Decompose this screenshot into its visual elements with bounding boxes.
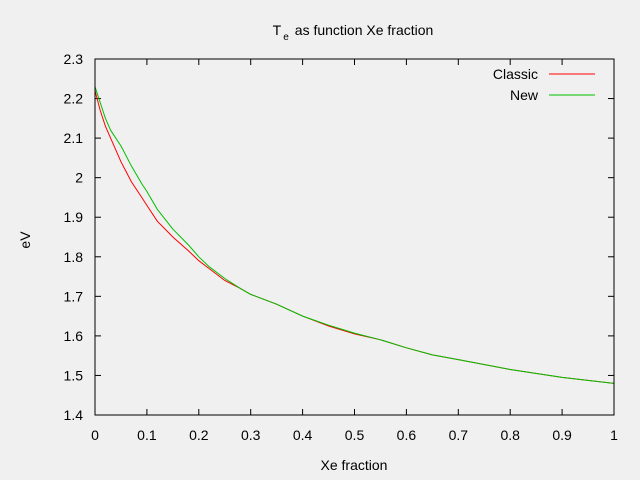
y-tick-label: 2.1 — [64, 130, 84, 146]
y-tick-label: 2.2 — [64, 91, 84, 107]
y-tick-label: 1.6 — [64, 328, 84, 344]
y-axis-label: eV — [17, 231, 33, 249]
series-lines — [94, 86, 615, 384]
x-tick-label: 0.9 — [552, 427, 572, 443]
y-tick-label: 1.5 — [64, 367, 84, 383]
x-tick-label: 0.7 — [449, 427, 469, 443]
x-tick-label: 0.6 — [397, 427, 417, 443]
title-main: T — [273, 22, 282, 38]
x-tick-label: 0.8 — [500, 427, 520, 443]
y-tick-label: 2.3 — [64, 51, 84, 67]
legend-label: Classic — [493, 66, 538, 82]
series-line-new — [94, 86, 615, 384]
x-tick-label: 0.5 — [345, 427, 365, 443]
legend: Classic New — [493, 66, 595, 103]
plot-frame — [94, 58, 615, 416]
x-tick-label: 1 — [610, 427, 618, 443]
x-tick-label: 0.3 — [241, 427, 261, 443]
x-tick-label: 0 — [91, 427, 99, 443]
y-tick-label: 1.7 — [64, 288, 84, 304]
legend-label: New — [510, 87, 539, 103]
title-rest: as function Xe fraction — [295, 22, 434, 38]
y-tick-label: 1.8 — [64, 249, 84, 265]
axis-tick-labels: 0 0.1 0.2 0.3 0.4 0.5 0.6 0.7 0.8 0.9 1 1.4 1.5 1.6 1.… — [64, 51, 619, 443]
x-tick-label: 0.1 — [137, 427, 157, 443]
y-tick-label: 1.4 — [64, 407, 84, 423]
x-tick-label: 0.4 — [293, 427, 313, 443]
x-tick-label: 0.2 — [189, 427, 209, 443]
title-subscript: e — [283, 32, 289, 43]
x-axis-label: Xe fraction — [321, 457, 388, 473]
y-tick-label: 2 — [75, 170, 83, 186]
y-tick-label: 1.9 — [64, 209, 84, 225]
